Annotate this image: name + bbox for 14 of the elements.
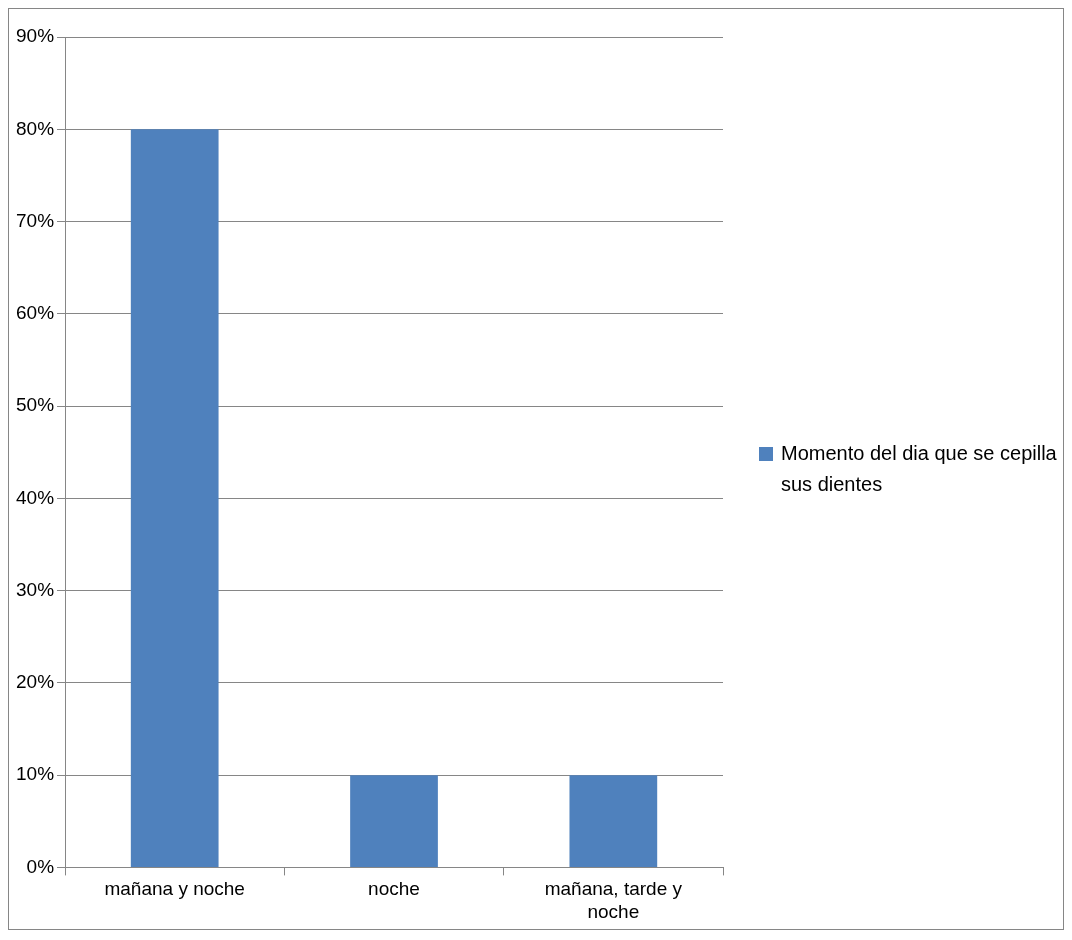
- y-tick-label: 90%: [16, 25, 55, 47]
- y-tick-label: 20%: [16, 671, 55, 693]
- y-tick-label: 60%: [16, 302, 55, 324]
- x-tick-label: mañana, tarde y noche: [544, 878, 683, 922]
- y-tick-label: 40%: [16, 486, 55, 508]
- y-tick-label: 0%: [26, 855, 55, 877]
- legend-label: Momento del dia que se cepilla sus dientes: [781, 441, 1058, 497]
- y-tick-label: 10%: [16, 763, 55, 785]
- y-tick-label: 50%: [16, 394, 55, 416]
- y-tick-label: 70%: [16, 209, 55, 231]
- y-tick-label: 80%: [16, 117, 55, 139]
- x-tick-label: mañana y noche: [104, 878, 245, 900]
- y-tick-label: 30%: [16, 578, 55, 600]
- x-tick-label: noche: [368, 878, 420, 900]
